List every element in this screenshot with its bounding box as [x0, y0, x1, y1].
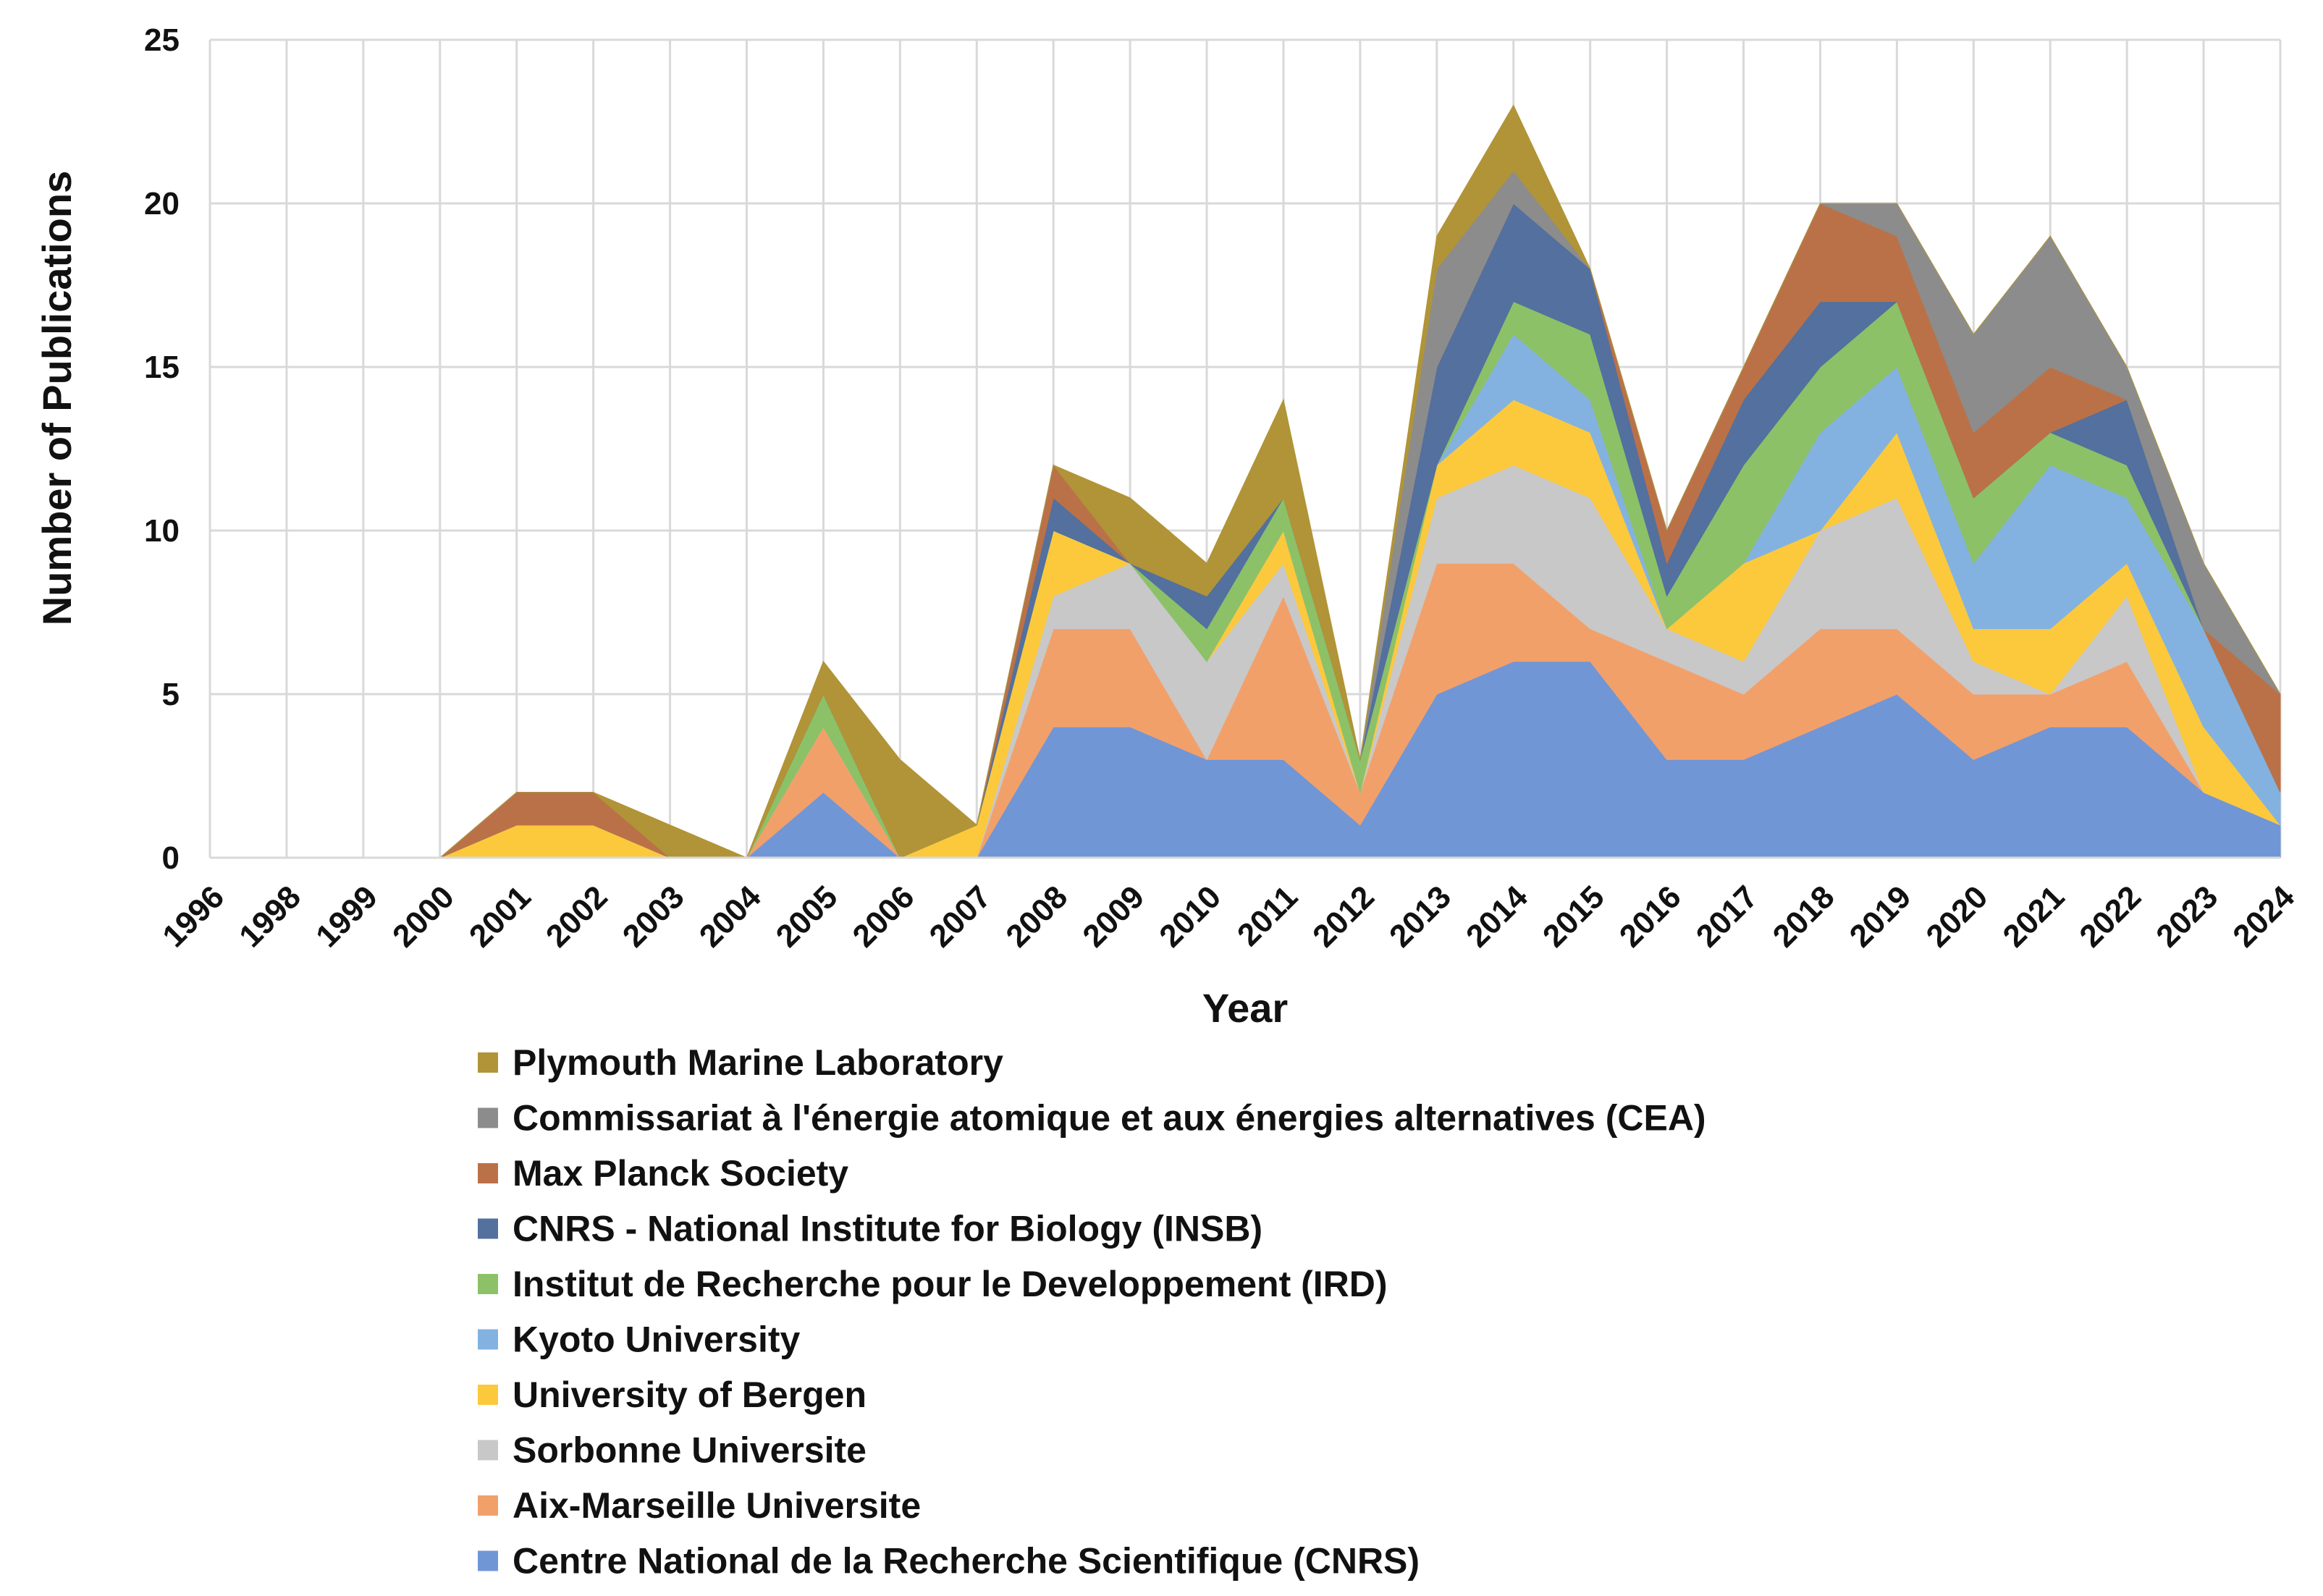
y-tick-label: 25	[144, 22, 180, 58]
legend-label: CNRS - National Institute for Biology (I…	[513, 1209, 1262, 1249]
legend-label: Institut de Recherche pour le Developpem…	[513, 1264, 1388, 1304]
legend-label: Max Planck Society	[513, 1153, 848, 1194]
legend-label: University of Bergen	[513, 1375, 867, 1415]
legend-swatch	[478, 1440, 498, 1461]
y-tick-label: 20	[144, 186, 180, 221]
legend-label: Sorbonne Universite	[513, 1430, 867, 1471]
legend-label: Plymouth Marine Laboratory	[513, 1042, 1003, 1083]
y-tick-label: 10	[144, 513, 180, 549]
legend-swatch	[478, 1550, 498, 1571]
y-axis-title: Number of Publications	[34, 171, 80, 626]
y-tick-label: 15	[144, 350, 180, 385]
legend-label: Centre National de la Recherche Scientif…	[513, 1541, 1420, 1582]
y-tick-label: 0	[162, 840, 180, 876]
legend-label: Aix-Marseille Universite	[513, 1485, 921, 1526]
legend-swatch	[478, 1495, 498, 1516]
legend-swatch	[478, 1163, 498, 1183]
legend-swatch	[478, 1107, 498, 1128]
legend-swatch	[478, 1274, 498, 1294]
legend: Plymouth Marine Laboratory Commissariat à…	[478, 1042, 1706, 1582]
x-axis-title: Year	[1202, 985, 1288, 1031]
legend-swatch	[478, 1218, 498, 1239]
legend-label: Kyoto University	[513, 1320, 801, 1360]
legend-label: Commissariat à l'énergie atomique et aux…	[513, 1098, 1706, 1139]
legend-swatch	[478, 1052, 498, 1073]
y-tick-label: 5	[162, 677, 180, 712]
legend-swatch	[478, 1329, 498, 1350]
legend-swatch	[478, 1385, 498, 1405]
